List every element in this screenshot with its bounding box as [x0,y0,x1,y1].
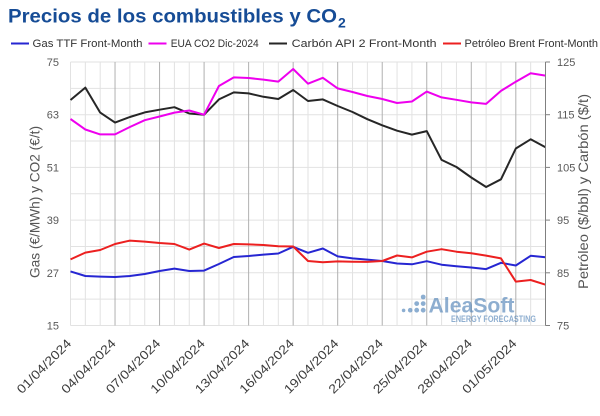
svg-text:39: 39 [47,215,59,227]
svg-text:ENERGY FORECASTING: ENERGY FORECASTING [451,314,536,324]
svg-text:85: 85 [557,268,569,280]
svg-text:Petróleo Brent Front-Month: Petróleo Brent Front-Month [465,38,599,50]
svg-text:Gas (€/MWh) y CO2 (€/t): Gas (€/MWh) y CO2 (€/t) [27,126,43,278]
svg-text:AleaSoft: AleaSoft [429,294,515,317]
svg-text:95: 95 [557,215,569,227]
svg-text:125: 125 [557,57,575,69]
svg-text:15: 15 [47,321,59,333]
svg-text:EUA CO2 Dic-2024: EUA CO2 Dic-2024 [171,38,259,50]
svg-text:115: 115 [557,110,575,122]
svg-text:105: 105 [557,162,575,174]
svg-text:51: 51 [47,162,59,174]
svg-text:75: 75 [557,321,569,333]
svg-text:Petróleo ($/bbl) y Carbón ($/t: Petróleo ($/bbl) y Carbón ($/t) [575,94,591,289]
svg-text:2: 2 [338,15,346,31]
svg-text:63: 63 [47,110,59,122]
svg-text:Gas TTF Front-Month: Gas TTF Front-Month [33,38,143,50]
svg-text:75: 75 [47,57,59,69]
svg-text:Carbón API 2 Front-Month: Carbón API 2 Front-Month [292,38,437,50]
svg-text:Precios de los combustibles y: Precios de los combustibles y CO [8,7,337,28]
svg-text:27: 27 [47,268,59,280]
